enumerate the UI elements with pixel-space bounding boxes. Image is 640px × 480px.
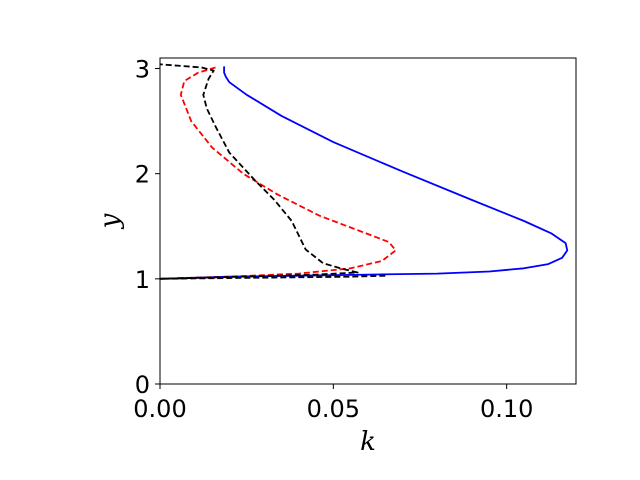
y-tick-label: 2: [135, 161, 150, 189]
series-layer: [159, 63, 569, 280]
y-tick-label: 3: [135, 56, 150, 84]
x-axis-label: k: [360, 427, 376, 457]
axes-layer: 0.00 0.05 0.10 0 1 2 3: [133, 56, 577, 423]
x-tick-label: 0.00: [133, 395, 186, 423]
y-axis-label: y: [95, 213, 125, 229]
y-tick-label: 1: [135, 266, 150, 294]
series-line-2: [159, 66, 397, 280]
series-line-1: [159, 66, 569, 280]
series-line-3: [159, 63, 386, 280]
plot-area: [160, 58, 576, 384]
x-tick-label: 0.10: [480, 395, 533, 423]
y-tick-label: 0: [135, 371, 150, 399]
x-tick-label: 0.05: [307, 395, 360, 423]
axes-frame: [159, 57, 577, 385]
